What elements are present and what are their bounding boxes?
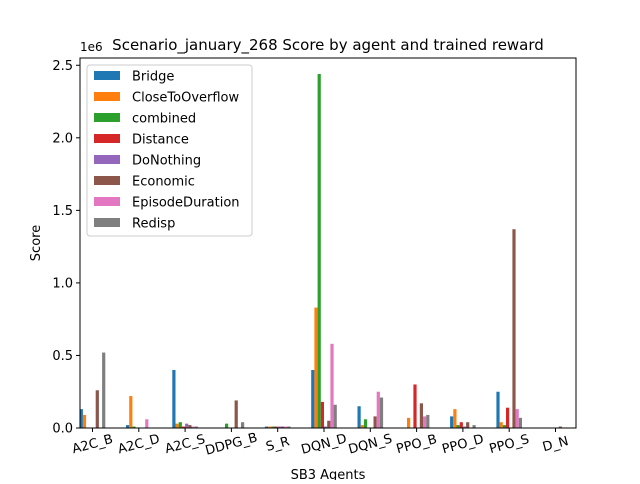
bar: [363, 419, 368, 428]
bar: [373, 416, 377, 428]
bar: [79, 409, 83, 428]
bar: [129, 396, 133, 428]
bar: [314, 307, 318, 428]
legend-swatch: [94, 155, 120, 164]
bar: [277, 426, 281, 428]
bar: [518, 417, 522, 428]
bar: [317, 73, 321, 429]
y-multiplier-label: 1e6: [80, 40, 103, 54]
bar: [284, 426, 288, 428]
bar: [453, 409, 457, 428]
bar: [426, 414, 430, 428]
bar: [512, 229, 516, 428]
y-tick-label: 2.5: [52, 59, 73, 74]
bar: [280, 426, 285, 428]
bar: [311, 369, 315, 428]
legend-swatch: [94, 218, 120, 227]
bar: [357, 406, 361, 428]
bar: [324, 426, 328, 428]
bar: [181, 426, 186, 428]
bar: [327, 420, 331, 428]
bar: [188, 425, 192, 428]
legend: Bridge CloseToOverflow combined Distance DoN…: [86, 64, 253, 237]
legend-swatch: [94, 92, 120, 101]
legend-label: Economic: [132, 175, 195, 190]
bars-layer: [79, 73, 562, 429]
legend-label: combined: [132, 112, 196, 127]
bar: [194, 426, 198, 428]
bar: [419, 403, 423, 428]
bar: [456, 425, 460, 428]
legend-swatch: [94, 197, 120, 206]
bar: [496, 391, 500, 428]
legend-swatch: [94, 134, 120, 143]
x-axis-label: SB3 Agents: [291, 468, 366, 480]
bar: [466, 422, 470, 428]
legend-frame: [86, 64, 253, 237]
bar: [459, 422, 463, 428]
bar: [333, 404, 337, 428]
y-tick-label: 0.5: [52, 349, 73, 364]
chart-title: Scenario_january_268 Score by agent and …: [112, 36, 544, 55]
bar: [330, 343, 334, 428]
bar: [132, 426, 136, 428]
x-tick-label: D_N: [541, 434, 570, 455]
bar: [175, 423, 179, 428]
bar: [82, 414, 87, 428]
legend-swatch: [94, 113, 120, 122]
legend-label: Redisp: [132, 217, 175, 232]
bar: [423, 416, 427, 428]
bar: [515, 409, 519, 428]
bar: [241, 422, 245, 428]
bar: [274, 426, 278, 428]
legend-label: DoNothing: [132, 154, 201, 169]
bar: [191, 426, 195, 428]
plot-frame: [79, 57, 577, 429]
bar: [558, 426, 562, 428]
bar: [462, 426, 467, 428]
y-tick-label: 1.0: [52, 276, 73, 291]
bar: [234, 400, 238, 428]
bar: [271, 426, 275, 428]
x-tick-label: S_R: [264, 434, 291, 455]
legend-label: Bridge: [132, 70, 174, 85]
bar: [413, 384, 417, 428]
bar: [102, 352, 106, 428]
bar: [407, 417, 411, 428]
bar: [320, 401, 324, 428]
bar: [126, 425, 130, 428]
bar: [264, 426, 269, 428]
bar: [450, 416, 454, 428]
legend-label: EpisodeDuration: [132, 196, 240, 211]
bar: [502, 425, 506, 428]
bar: [185, 423, 189, 428]
y-tick-label: 1.5: [52, 204, 73, 219]
bar: [379, 397, 384, 428]
bar: [506, 407, 510, 428]
bar: [287, 426, 291, 428]
y-tick-label: 2.0: [52, 131, 73, 146]
bar: [95, 390, 99, 428]
bar: [178, 422, 182, 428]
bar: [268, 426, 272, 428]
bar: [376, 391, 380, 428]
legend-label: CloseToOverflow: [132, 91, 240, 106]
bar: [499, 422, 503, 428]
y-axis: 0.0 0.5 1.0 1.5 2.0 2.5: [52, 59, 80, 437]
legend-swatch: [94, 176, 120, 185]
legend-swatch: [94, 71, 120, 80]
y-axis-label: Score: [29, 225, 44, 261]
bar: [225, 423, 229, 428]
y-tick-label: 0.0: [52, 422, 73, 437]
bar: [360, 425, 364, 428]
bar: [145, 419, 149, 428]
bar: [172, 369, 176, 428]
legend-label: Distance: [132, 133, 189, 148]
bar: [472, 425, 476, 428]
